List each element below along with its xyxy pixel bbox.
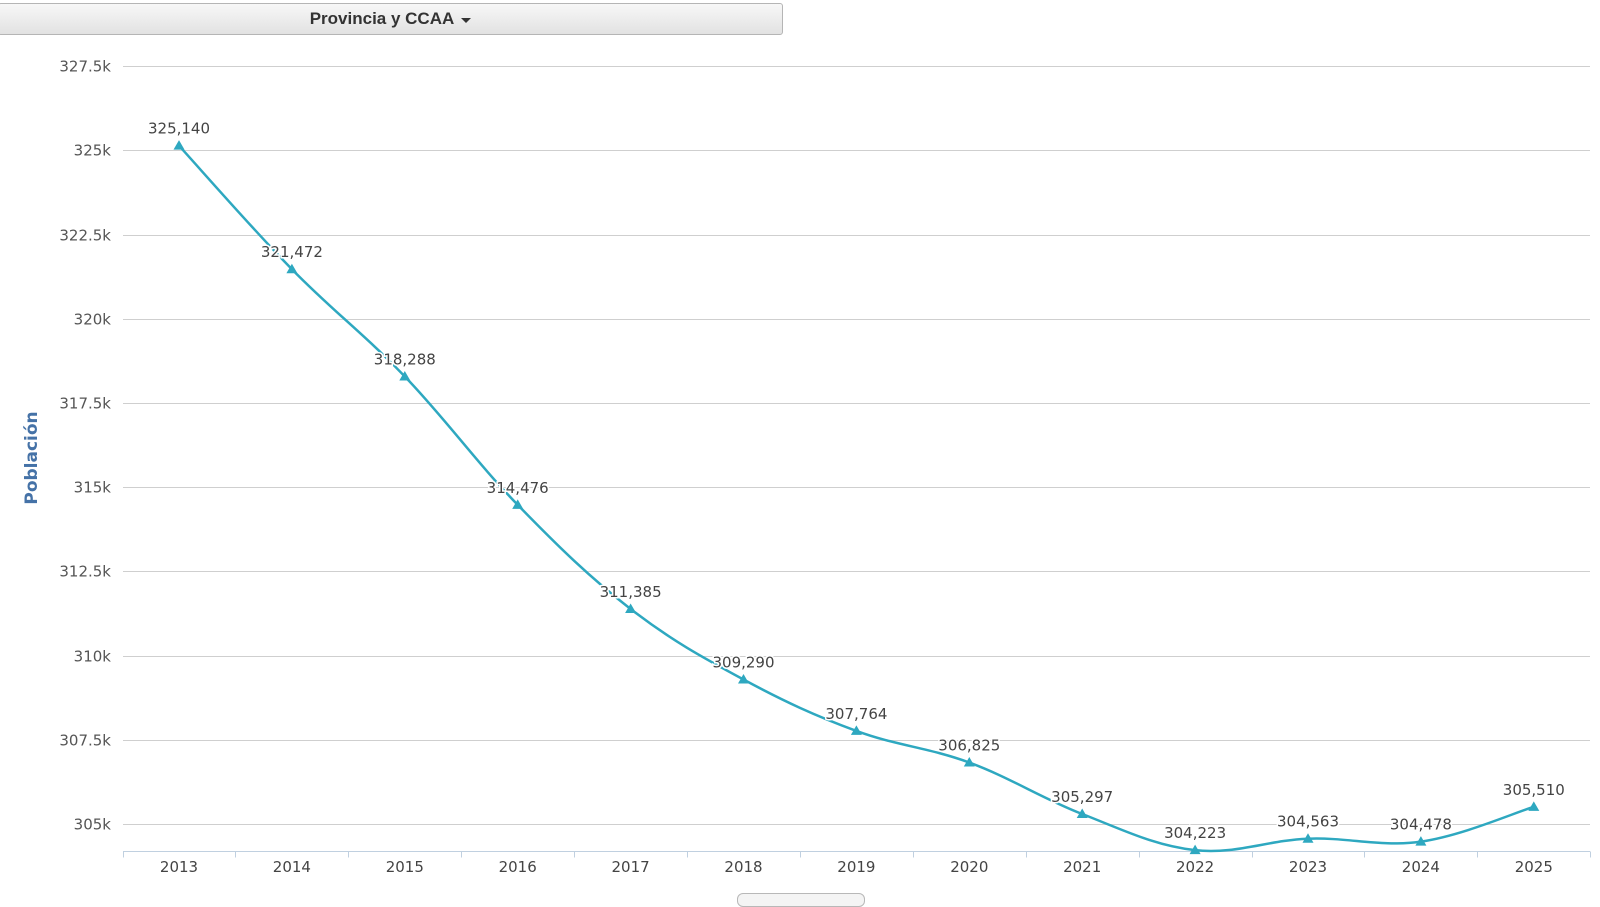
y-tick-label: 320k <box>74 311 112 329</box>
x-tick-label: 2013 <box>160 858 198 876</box>
data-label: 309,290 <box>712 654 774 672</box>
data-label: 307,764 <box>825 705 887 723</box>
data-label: 305,297 <box>1051 788 1113 806</box>
x-tick-label: 2022 <box>1176 858 1214 876</box>
y-tick-label: 317.5k <box>59 395 111 413</box>
y-tick-label: 312.5k <box>59 563 111 581</box>
data-point-marker[interactable] <box>1528 801 1540 811</box>
data-point-marker[interactable] <box>625 603 637 613</box>
data-label: 318,288 <box>374 350 436 368</box>
series-layer <box>173 140 1540 855</box>
caret-down-icon <box>461 17 472 23</box>
dropdown-label: Provincia y CCAA <box>309 9 455 28</box>
x-tick-label: 2019 <box>837 858 875 876</box>
data-label: 314,476 <box>487 479 549 497</box>
x-tick-label: 2016 <box>499 858 537 876</box>
data-point-marker[interactable] <box>399 370 411 381</box>
x-tick-label: 2014 <box>273 858 311 876</box>
data-label: 321,472 <box>261 243 323 261</box>
data-point-marker[interactable] <box>173 140 185 150</box>
data-label: 304,223 <box>1164 824 1226 842</box>
y-tick-label: 305k <box>74 816 112 834</box>
data-label: 304,478 <box>1390 816 1452 834</box>
x-tick-label: 2020 <box>950 858 988 876</box>
data-point-marker[interactable] <box>850 725 862 735</box>
data-point-marker[interactable] <box>963 757 975 767</box>
x-tick-label: 2015 <box>386 858 424 876</box>
data-point-marker[interactable] <box>1415 836 1427 846</box>
y-tick-label: 307.5k <box>59 732 111 750</box>
y-tick-label: 327.5k <box>59 58 111 76</box>
y-tick-label: 322.5k <box>59 227 111 245</box>
y-tick-label: 325k <box>74 142 112 160</box>
x-tick-label: 2021 <box>1063 858 1101 876</box>
data-label: 305,510 <box>1503 781 1565 799</box>
y-axis-title: Población <box>22 411 42 504</box>
scrollbar-handle[interactable] <box>737 893 865 907</box>
provincia-ccaa-dropdown[interactable]: Provincia y CCAA <box>0 3 783 35</box>
data-point-marker[interactable] <box>286 263 298 274</box>
data-point-marker[interactable] <box>738 674 749 684</box>
x-tick-label: 2017 <box>612 858 650 876</box>
x-tick-label: 2018 <box>724 858 762 876</box>
data-label: 311,385 <box>600 583 662 601</box>
data-point-marker[interactable] <box>1302 833 1314 843</box>
grid-lines: 305k 307.5k 310k 312.5k 315k 317.5k 320k 322.5k… <box>59 58 1590 834</box>
data-point-marker[interactable] <box>1076 808 1088 818</box>
data-point-marker[interactable] <box>512 499 524 509</box>
y-tick-label: 310k <box>74 648 112 666</box>
x-axis: 2013 2014 2015 2016 2017 2018 2019 2020 2021 2022… <box>123 851 1591 876</box>
data-point-marker[interactable] <box>1189 844 1201 855</box>
data-labels: 325,140 321,472 318,288 314,476 311,385 309,2… <box>146 118 1566 843</box>
y-tick-label: 315k <box>74 479 112 497</box>
data-label: 304,563 <box>1277 813 1339 831</box>
series-line <box>178 144 1535 853</box>
x-tick-label: 2023 <box>1289 858 1327 876</box>
data-label: 306,825 <box>938 737 1000 755</box>
x-tick-label: 2025 <box>1515 858 1553 876</box>
x-tick-label: 2024 <box>1402 858 1440 876</box>
data-label: 325,140 <box>148 120 210 138</box>
